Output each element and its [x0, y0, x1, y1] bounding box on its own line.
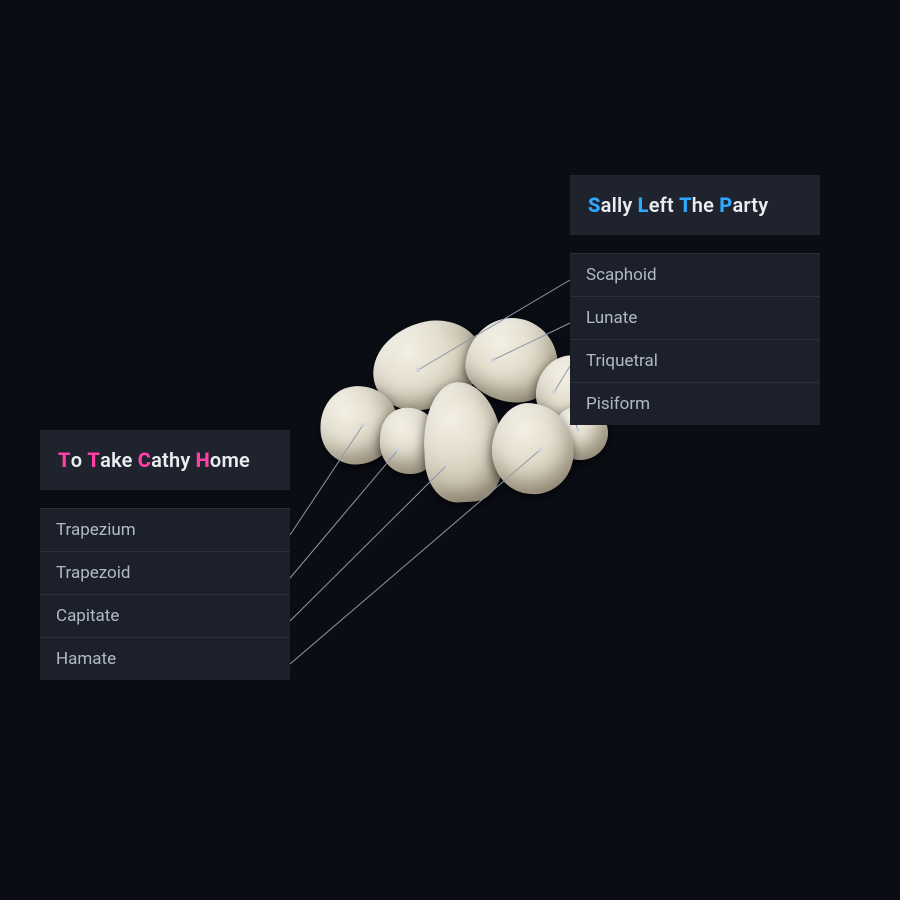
mnemonic-highlight: L [638, 193, 649, 217]
mnemonic-highlight: T [87, 448, 100, 472]
mnemonic-rest: ome [210, 448, 250, 472]
left_panel-label-capitate: Capitate [40, 594, 290, 637]
mnemonic-rest: arty [732, 193, 768, 217]
distal-row-labels: TrapeziumTrapezoidCapitateHamate [40, 508, 290, 680]
right_panel-label-triquetral: Triquetral [570, 339, 820, 382]
mnemonic-rest: o [71, 448, 83, 472]
distal-row-mnemonic: To Take Cathy Home [40, 430, 290, 490]
mnemonic-highlight: C [138, 448, 151, 472]
proximal-row-labels: ScaphoidLunateTriquetralPisiform [570, 253, 820, 425]
mnemonic-rest: he [692, 193, 714, 217]
left_panel-label-trapezium: Trapezium [40, 508, 290, 551]
mnemonic-rest: athy [151, 448, 190, 472]
mnemonic-rest: ally [601, 193, 633, 217]
right_panel-label-pisiform: Pisiform [570, 382, 820, 425]
mnemonic-rest: eft [649, 193, 674, 217]
left_panel-label-trapezoid: Trapezoid [40, 551, 290, 594]
mnemonic-highlight: T [679, 193, 692, 217]
proximal-row-mnemonic: Sally Left The Party [570, 175, 820, 235]
right_panel-label-scaphoid: Scaphoid [570, 253, 820, 296]
mnemonic-rest: ake [100, 448, 132, 472]
mnemonic-highlight: S [588, 193, 601, 217]
mnemonic-highlight: T [58, 448, 71, 472]
right_panel-label-lunate: Lunate [570, 296, 820, 339]
mnemonic-highlight: H [196, 448, 210, 472]
proximal-row-panel: Sally Left The Party ScaphoidLunateTriqu… [570, 175, 820, 425]
mnemonic-highlight: P [719, 193, 732, 217]
left_panel-label-hamate: Hamate [40, 637, 290, 680]
distal-row-panel: To Take Cathy Home TrapeziumTrapezoidCap… [40, 430, 290, 680]
